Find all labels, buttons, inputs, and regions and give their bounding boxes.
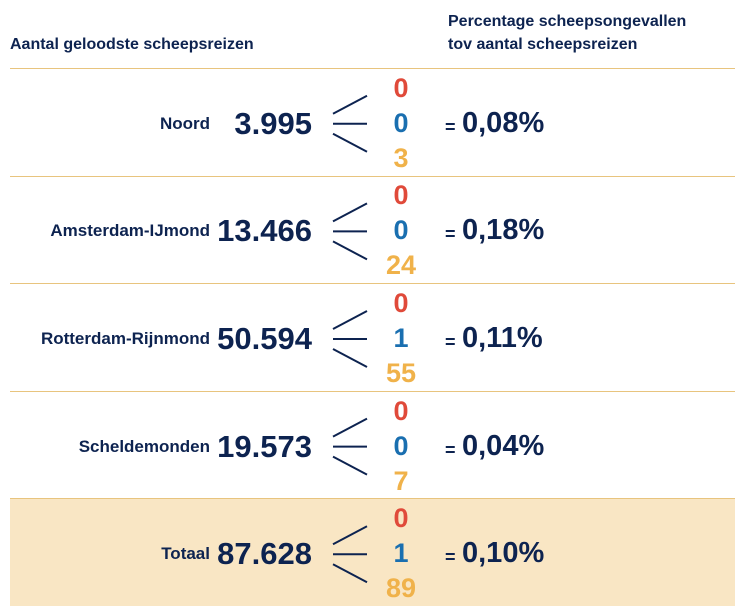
incident-count: 3 [393,142,409,173]
right-header: Percentage scheepsongevallen [448,13,687,30]
separator [10,390,735,392]
incident-count: 7 [393,465,409,496]
connector-line [332,310,368,330]
incident-count: 0 [393,503,409,534]
connector-line [332,132,368,153]
total-background [10,498,735,606]
percentage: 0,18% [462,214,545,247]
incident-count: 1 [393,538,409,569]
separator [10,498,735,500]
region-name: Rotterdam-Rijnmond [40,329,210,348]
left-header: Aantal geloodste scheepsreizen [10,36,254,53]
percentage: 0,11% [462,322,543,354]
separator [10,283,735,285]
voyages: 3.995 [234,105,312,141]
connector-line [332,525,368,546]
incident-count: 0 [393,180,409,211]
equals-sign: = [445,116,456,137]
incident-count: 0 [393,107,409,138]
incident-count: 0 [393,395,409,426]
region-name: Amsterdam-IJmond [50,221,210,241]
region-name: Scheldemonden [78,436,210,456]
incident-count: 0 [393,72,409,103]
connector-line [332,94,368,115]
equals-sign: = [445,332,456,352]
separator [10,175,735,177]
percentage: 0,08% [462,106,545,139]
connector-line [332,240,368,261]
connector-line [332,455,368,476]
region-name: Totaal [161,544,210,564]
incident-count: 0 [393,430,409,461]
equals-sign: = [445,439,456,460]
connector-line [332,417,368,438]
separator [10,68,735,69]
voyages: 87.628 [217,536,312,572]
connector-line [332,563,368,584]
percentage: 0,04% [462,429,545,462]
connector-line [332,348,368,368]
region-name: Noord [159,113,210,133]
incident-count: 89 [385,573,417,604]
voyages: 50.594 [217,321,312,356]
connector-line [332,202,368,223]
incident-count: 24 [385,250,417,281]
equals-sign: = [445,547,456,568]
voyages: 13.466 [217,213,312,249]
incident-count: 1 [393,323,409,353]
equals-sign: = [445,224,456,245]
incident-count: 55 [385,358,417,388]
percentage: 0,10% [462,537,545,570]
incident-count: 0 [393,215,409,246]
incident-count: 0 [393,288,409,318]
right-header: tov aantal scheepsreizen [448,36,638,53]
voyages: 19.573 [217,428,312,464]
